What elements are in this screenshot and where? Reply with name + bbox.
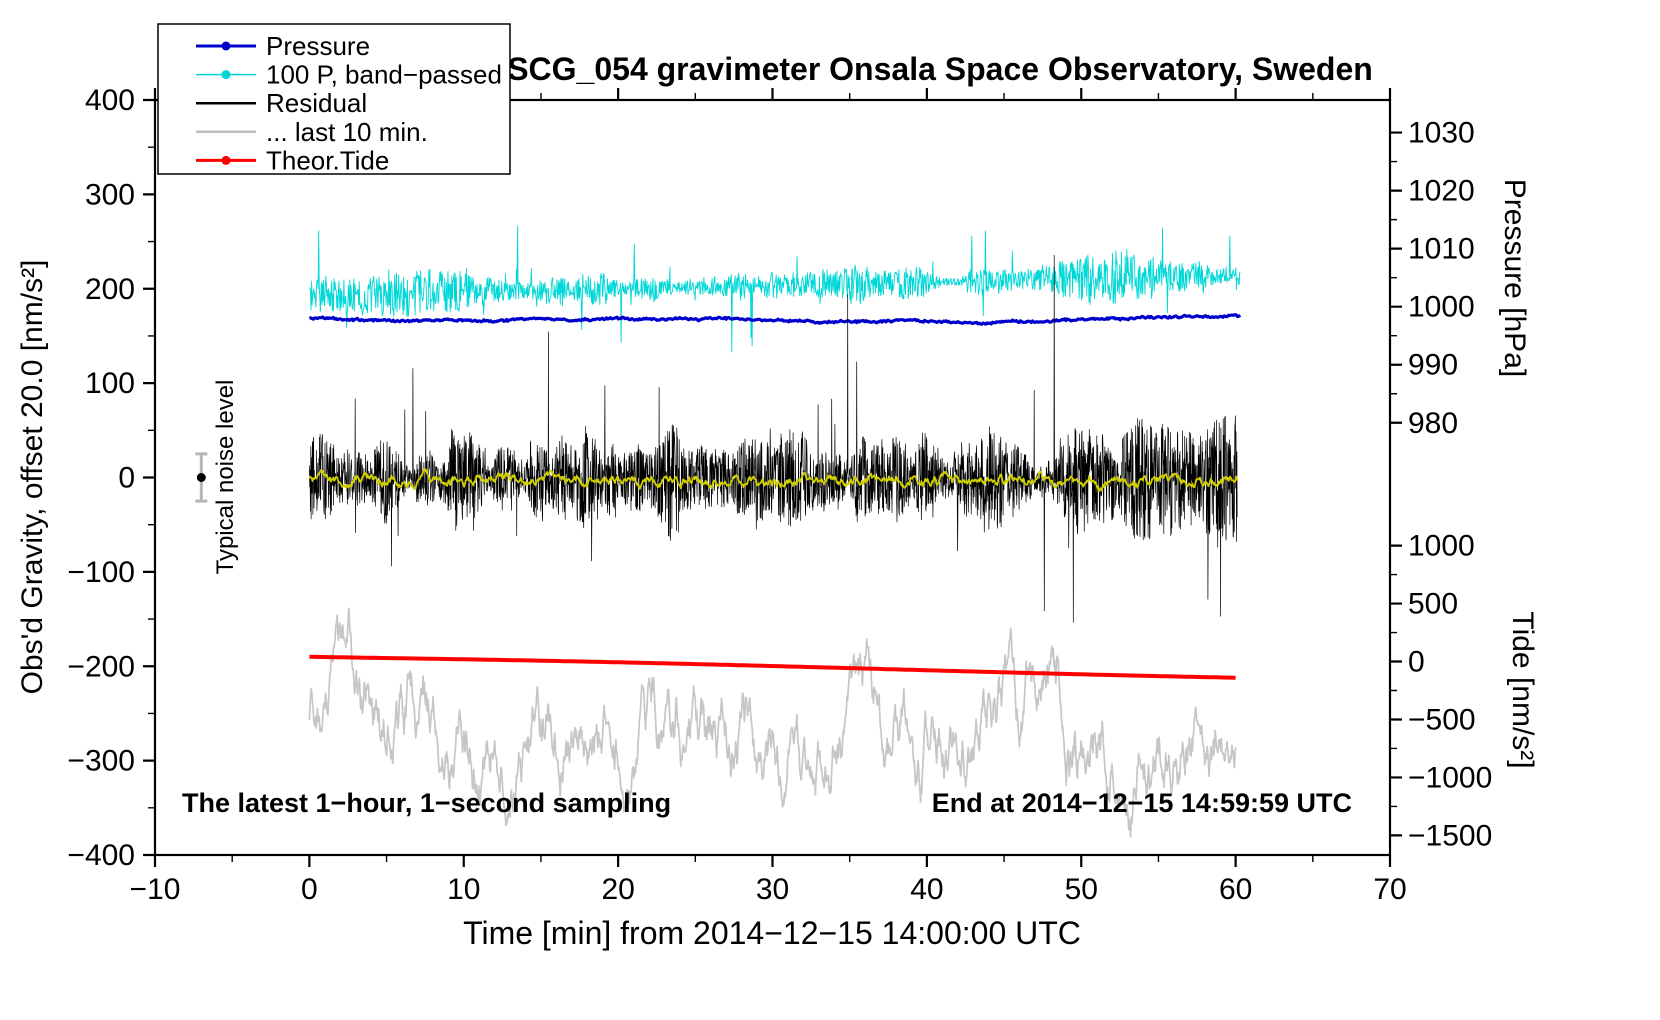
tide-tick-label: −1500	[1408, 819, 1492, 852]
axis-tick-labels: −10 0 10 20 30 40 50 60 70−400−300−200−100010020…	[67, 84, 1492, 906]
annotation-sampling: The latest 1−hour, 1−second sampling	[182, 788, 671, 818]
x-tick-label: 0	[301, 873, 318, 906]
pressure-tick-label: 1010	[1408, 233, 1475, 266]
y-axis-label-left: Obs'd Gravity, offset 20.0 [nm/s²]	[16, 260, 49, 695]
tide-tick-label: −500	[1408, 703, 1476, 736]
pressure-tick-label: 1030	[1408, 117, 1475, 150]
series-last_10_min	[308, 607, 1237, 838]
y-tick-label-left: 300	[85, 178, 135, 211]
plot-frame	[153, 98, 1392, 857]
typical-noise-level-label: Typical noise level	[212, 380, 239, 575]
legend-sample-dot	[221, 70, 231, 80]
pressure-tick-label: 990	[1408, 349, 1458, 382]
chart-title: SCG_054 gravimeter Onsala Space Observat…	[507, 51, 1373, 87]
series-residual_lowpass	[308, 467, 1239, 492]
x-tick-label: 70	[1373, 873, 1406, 906]
pressure-tick-label: 1020	[1408, 175, 1475, 208]
x-tick-label: 30	[756, 873, 789, 906]
y-tick-label-left: −400	[67, 839, 135, 872]
x-tick-label: −10	[130, 873, 181, 906]
legend-box	[157, 23, 511, 175]
y-tick-label-left: 200	[85, 273, 135, 306]
y-tick-label-left: 0	[118, 462, 135, 495]
y-tick-label-left: −200	[67, 650, 135, 683]
tide-tick-label: 0	[1408, 646, 1425, 679]
pressure-tick-label: 980	[1408, 407, 1458, 440]
y-axis-label-pressure: Pressure [hPa]	[1498, 179, 1531, 377]
data-series	[308, 225, 1242, 838]
annotation-end-time: End at 2014−12−15 14:59:59 UTC	[932, 788, 1352, 818]
y-tick-label-left: −100	[67, 556, 135, 589]
y-tick-label-left: 400	[85, 84, 135, 117]
x-tick-label: 10	[447, 873, 480, 906]
y-tick-label-left: 100	[85, 367, 135, 400]
x-tick-label: 20	[601, 873, 634, 906]
pressure-tick-label: 1000	[1408, 291, 1475, 324]
series-theor_tide	[309, 654, 1236, 680]
legend-item-label: Pressure	[266, 31, 370, 61]
legend-item-label: ... last 10 min.	[266, 117, 428, 147]
major-ticks	[143, 88, 1402, 867]
series-pressure	[308, 313, 1242, 326]
tide-tick-label: 500	[1408, 588, 1458, 621]
x-tick-label: 50	[1065, 873, 1098, 906]
tide-tick-label: 1000	[1408, 530, 1475, 563]
x-axis-label: Time [min] from 2014−12−15 14:00:00 UTC	[463, 915, 1081, 951]
noise-marker-dot	[196, 473, 206, 482]
legend-sample-dot	[221, 155, 231, 165]
y-axis-label-tide: Tide [nm/s²]	[1506, 611, 1539, 768]
legend-sample-dot	[221, 41, 231, 51]
x-tick-label: 60	[1219, 873, 1252, 906]
legend-item-label: Residual	[266, 88, 367, 118]
x-tick-label: 40	[910, 873, 943, 906]
series-band_passed_pressure	[308, 225, 1241, 353]
tide-tick-label: −1000	[1408, 761, 1492, 794]
legend-item-label: Theor.Tide	[266, 145, 389, 175]
typical-noise-level-marker	[195, 452, 208, 503]
y-tick-label-left: −300	[67, 745, 135, 778]
legend-item-label: 100 P, band−passed	[266, 60, 502, 90]
axis-ticks	[143, 88, 1402, 867]
